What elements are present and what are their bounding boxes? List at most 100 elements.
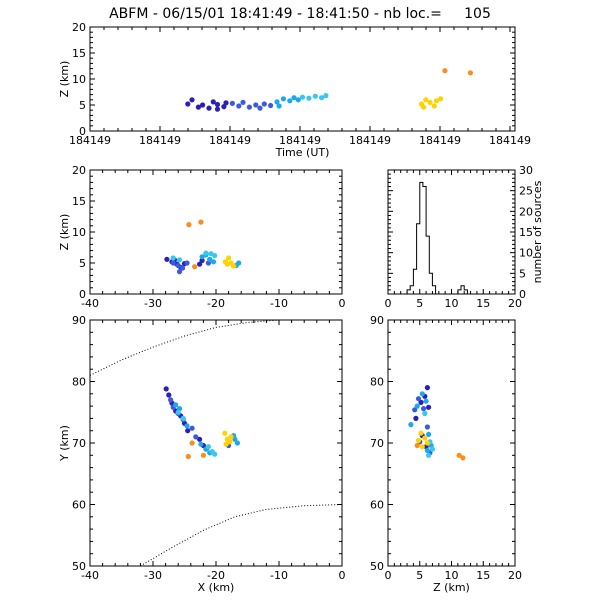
- data-point: [180, 265, 186, 271]
- data-point: [234, 440, 240, 446]
- x-tick-label: 0: [339, 297, 346, 310]
- data-point: [185, 453, 191, 460]
- data-point: [192, 264, 198, 270]
- histogram-bar: [410, 286, 413, 294]
- plot-frame: [387, 319, 516, 567]
- panel-x-y: -40 -30 -20 -10 0 50 60 70 80 90 X (km) Y (km): [58, 314, 346, 594]
- data-point: [189, 97, 195, 103]
- x-tick-label: -20: [207, 569, 225, 582]
- x-tick-label: -40: [81, 569, 99, 582]
- data-point: [295, 97, 301, 103]
- y-tick-label: 90: [370, 314, 384, 327]
- range-curve: [140, 504, 342, 566]
- x-tick-label: -30: [144, 297, 162, 310]
- data-point: [164, 256, 170, 262]
- x-axis-label: X (km): [198, 581, 235, 594]
- data-point: [415, 396, 422, 402]
- data-point: [186, 222, 192, 228]
- x-tick-label: -20: [207, 297, 225, 310]
- data-point: [185, 101, 191, 107]
- data-point: [210, 259, 217, 265]
- y-tick-label: 0: [519, 288, 526, 301]
- data-point: [423, 398, 429, 404]
- x-axis-label: Z (km): [433, 581, 470, 594]
- data-point: [456, 452, 462, 458]
- data-point: [413, 415, 419, 421]
- data-point: [323, 93, 329, 99]
- data-point: [433, 98, 439, 104]
- histogram-bar: [429, 273, 432, 294]
- data-point: [419, 444, 425, 450]
- x-tick-label: -30: [144, 569, 162, 582]
- data-point: [180, 415, 186, 421]
- x-tick-label: 184149: [489, 134, 531, 147]
- data-point: [408, 422, 414, 428]
- y-axis-label: number of sources: [531, 180, 544, 283]
- y-tick-label: 0: [79, 288, 86, 301]
- data-point: [228, 434, 234, 440]
- data-point: [203, 250, 209, 256]
- panel-z-y: 0 5 10 15 20 50 60 70 80 90 Z (km): [370, 314, 522, 594]
- y-tick-label: 70: [72, 437, 86, 450]
- x-tick-label: 10: [445, 297, 459, 310]
- x-tick-label: -10: [270, 569, 288, 582]
- data-point: [422, 410, 428, 417]
- x-tick-label: 15: [476, 569, 490, 582]
- data-point: [421, 104, 427, 110]
- x-tick-label: 20: [508, 569, 522, 582]
- data-point: [222, 430, 228, 436]
- y-tick-label: 70: [370, 437, 384, 450]
- data-point: [200, 452, 206, 458]
- data-point: [268, 102, 274, 109]
- data-point: [200, 102, 206, 108]
- data-point: [240, 99, 246, 105]
- chart-title: ABFM - 06/15/01 18:41:49 - 18:41:50 - nb…: [109, 6, 491, 22]
- histogram-bar: [423, 187, 426, 294]
- data-point: [189, 425, 195, 431]
- data-point: [426, 404, 432, 410]
- data-point: [236, 260, 242, 266]
- data-point: [184, 423, 190, 429]
- data-point: [173, 402, 179, 408]
- histogram-bar: [432, 286, 435, 294]
- data-point: [184, 260, 190, 266]
- histogram-bar: [426, 236, 429, 294]
- plot-frame: [89, 26, 516, 132]
- data-point: [467, 70, 473, 76]
- data-point: [423, 97, 429, 103]
- data-point: [246, 104, 252, 110]
- y-tick-label: 50: [72, 560, 86, 573]
- data-point: [223, 100, 229, 106]
- data-point: [460, 455, 466, 461]
- data-point: [418, 430, 424, 436]
- data-point: [205, 444, 211, 450]
- y-axis-label: Y (km): [58, 425, 71, 462]
- data-point: [427, 99, 433, 105]
- chart-panels: 184149 184149 184149 184149 184149 184149 1841…: [58, 21, 544, 594]
- data-point: [236, 103, 242, 109]
- data-point: [418, 399, 424, 405]
- x-tick-label: 184149: [279, 134, 321, 147]
- data-point: [210, 99, 216, 105]
- data-point: [424, 447, 430, 453]
- y-tick-label: 20: [519, 205, 533, 218]
- data-point: [424, 440, 430, 446]
- panel-time-z: 184149 184149 184149 184149 184149 184149 1841…: [58, 21, 531, 159]
- x-tick-label: 184149: [209, 134, 251, 147]
- y-tick-label: 10: [72, 73, 86, 86]
- x-tick-label: 15: [476, 297, 490, 310]
- y-tick-label: 10: [72, 226, 86, 239]
- x-tick-label: 184149: [419, 134, 461, 147]
- y-tick-label: 60: [72, 499, 86, 512]
- data-point: [198, 441, 204, 447]
- histogram-bar: [461, 286, 464, 294]
- data-point: [189, 440, 195, 446]
- data-point: [274, 99, 280, 105]
- y-tick-label: 20: [72, 164, 86, 177]
- data-point: [197, 261, 203, 267]
- data-point: [212, 253, 218, 259]
- x-tick-label: -10: [270, 297, 288, 310]
- data-point: [424, 424, 430, 430]
- plot-frame: [387, 169, 516, 295]
- data-point: [414, 442, 420, 449]
